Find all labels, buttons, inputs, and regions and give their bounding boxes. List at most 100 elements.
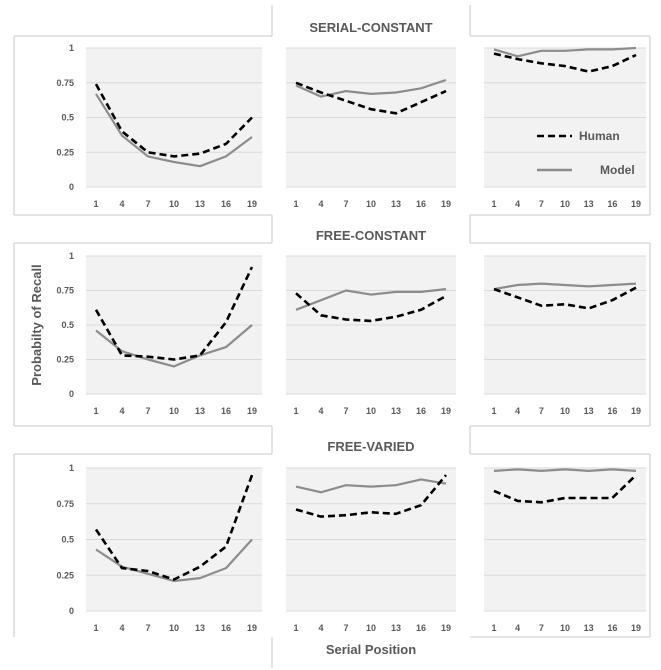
x-tick-label: 13 [391,199,401,209]
panel-1-2: 1 4 7 10 13 16 19 [484,255,646,416]
y-tick-label: 0.25 [56,355,74,365]
y-tick-label: 0.5 [61,535,74,545]
panel-2-1: 1 4 7 10 13 16 19 [286,467,456,633]
x-tick-label: 13 [391,406,401,416]
series-line-model [493,468,637,472]
series-line-model [493,46,637,58]
x-tick-label: 1 [293,406,298,416]
x-tick-label: 10 [366,623,376,633]
panel-frames [13,5,651,668]
y-tick-label: 1 [69,463,74,473]
panel-0-0: 0 0.25 0.5 0.75 1 1 4 7 10 13 16 19 [56,43,262,209]
x-tick-label: 7 [539,406,544,416]
x-tick-label: 4 [515,406,520,416]
y-tick-label: 0.25 [56,147,74,157]
x-tick-label: 10 [366,406,376,416]
y-tick-label: 0 [69,389,74,399]
panel-2-0: 0 0.25 0.5 0.75 1 1 4 7 10 13 16 19 [56,463,262,633]
x-tick-label: 16 [607,199,617,209]
series-line-human [295,474,448,518]
row-title-serial-constant: SERIAL-CONSTANT [309,20,432,35]
x-tick-label: 16 [416,623,426,633]
x-tick-label: 10 [560,623,570,633]
panel-0-2: 1 4 7 10 13 16 19 [484,46,646,209]
x-tick-label: 7 [145,623,150,633]
x-tick-label: 19 [631,623,641,633]
x-tick-label: 13 [195,199,205,209]
series-line-human [493,474,637,504]
x-tick-label: 1 [93,199,98,209]
panel-1-1: 1 4 7 10 13 16 19 [286,255,456,416]
x-tick-label: 16 [416,199,426,209]
y-tick-label: 0.75 [56,499,74,509]
x-tick-label: 19 [441,406,451,416]
legend-label-human: Human [579,129,620,143]
x-tick-label: 7 [145,406,150,416]
x-tick-label: 1 [491,199,496,209]
series-line-human [493,286,637,310]
x-tick-label: 7 [539,623,544,633]
x-tick-label: 4 [318,406,323,416]
panel-0-1: 1 4 7 10 13 16 19 [286,47,456,209]
x-tick-label: 7 [343,199,348,209]
x-tick-label: 10 [560,199,570,209]
x-tick-label: 10 [169,406,179,416]
x-tick-label: 4 [515,623,520,633]
x-tick-label: 16 [416,406,426,416]
series-line-model [95,324,253,368]
x-tick-label: 19 [247,199,257,209]
series-line-model [295,288,447,311]
x-tick-label: 1 [491,623,496,633]
x-tick-label: 4 [119,623,124,633]
x-tick-label: 19 [631,199,641,209]
x-tick-label: 16 [221,623,231,633]
x-tick-label: 13 [391,623,401,633]
series-line-human [295,81,447,115]
legend-label-model: Model [600,163,635,177]
x-tick-label: 1 [491,406,496,416]
x-tick-label: 1 [93,406,98,416]
series-line-human [295,292,447,323]
x-tick-label: 4 [515,199,520,209]
y-axis-title: Probabilty of Recall [29,264,44,385]
x-tick-label: 19 [247,406,257,416]
series-line-human [94,266,254,361]
x-tick-label: 16 [221,199,231,209]
x-tick-label: 1 [293,623,298,633]
x-tick-label: 19 [631,406,641,416]
x-tick-label: 19 [441,199,451,209]
x-tick-label: 7 [343,623,348,633]
panel-2-2: 1 4 7 10 13 16 19 [484,467,646,633]
x-tick-label: 13 [195,406,205,416]
y-tick-label: 1 [69,43,74,53]
y-tick-label: 0 [69,606,74,616]
y-tick-label: 0.75 [56,78,74,88]
series-line-human [94,83,253,158]
series-line-human [94,474,254,581]
x-tick-label: 1 [293,199,298,209]
x-tick-label: 13 [195,623,205,633]
x-tick-label: 19 [247,623,257,633]
x-tick-label: 10 [169,199,179,209]
y-tick-label: 1 [69,251,74,261]
x-tick-label: 4 [318,199,323,209]
x-tick-label: 4 [119,406,124,416]
x-tick-label: 16 [221,406,231,416]
x-tick-label: 16 [607,406,617,416]
x-tick-label: 10 [560,406,570,416]
x-tick-label: 10 [169,623,179,633]
x-tick-label: 19 [441,623,451,633]
row-title-free-varied: FREE-VARIED [327,439,414,454]
series-line-model [493,282,637,291]
panel-1-0: 0 0.25 0.5 0.75 1 1 4 7 10 13 16 19 [56,251,262,416]
x-tick-label: 13 [584,199,594,209]
x-tick-label: 1 [93,623,98,633]
x-tick-label: 13 [584,623,594,633]
y-tick-label: 0.5 [61,113,74,123]
series-line-model [295,478,447,494]
x-tick-label: 4 [318,623,323,633]
x-tick-label: 7 [343,406,348,416]
series-line-model [295,78,447,98]
